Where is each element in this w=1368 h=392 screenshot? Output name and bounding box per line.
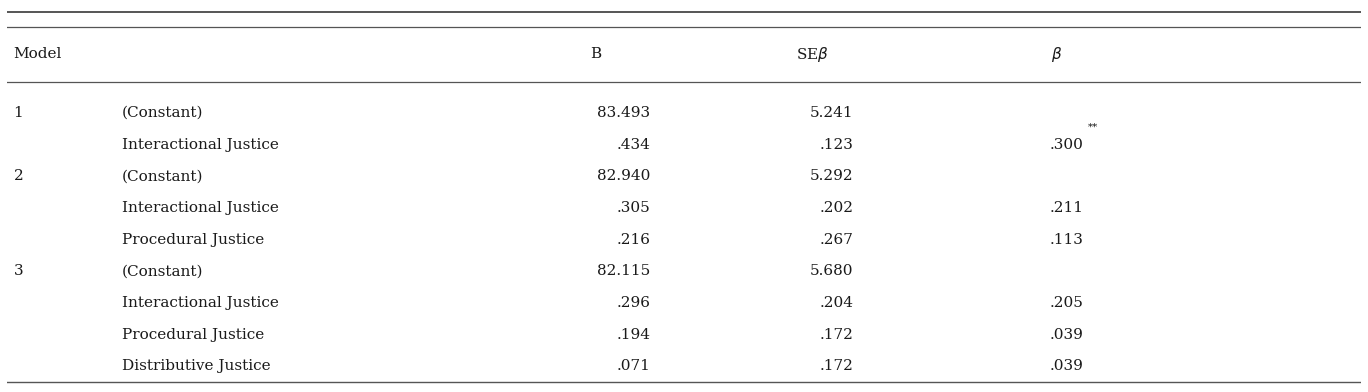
Text: **: ** [1088, 123, 1099, 132]
Text: Interactional Justice: Interactional Justice [122, 296, 279, 310]
Text: 5.680: 5.680 [810, 264, 854, 278]
Text: .123: .123 [819, 138, 854, 152]
Text: .211: .211 [1049, 201, 1083, 215]
Text: 82.940: 82.940 [596, 169, 650, 183]
Text: (Constant): (Constant) [122, 169, 204, 183]
Text: .113: .113 [1049, 233, 1083, 247]
Text: B: B [591, 47, 602, 62]
Text: .204: .204 [819, 296, 854, 310]
Text: 5.241: 5.241 [810, 106, 854, 120]
Text: Interactional Justice: Interactional Justice [122, 138, 279, 152]
Text: .039: .039 [1049, 328, 1083, 342]
Text: (Constant): (Constant) [122, 264, 204, 278]
Text: .202: .202 [819, 201, 854, 215]
Text: Procedural Justice: Procedural Justice [122, 233, 264, 247]
Text: (Constant): (Constant) [122, 106, 204, 120]
Text: 5.292: 5.292 [810, 169, 854, 183]
Text: .305: .305 [617, 201, 650, 215]
Text: Distributive Justice: Distributive Justice [122, 359, 271, 374]
Text: 82.115: 82.115 [596, 264, 650, 278]
Text: .172: .172 [819, 328, 854, 342]
Text: 1: 1 [14, 106, 23, 120]
Text: .071: .071 [616, 359, 650, 374]
Text: .434: .434 [616, 138, 650, 152]
Text: 2: 2 [14, 169, 23, 183]
Text: .267: .267 [819, 233, 854, 247]
Text: 3: 3 [14, 264, 23, 278]
Text: .296: .296 [616, 296, 650, 310]
Text: .039: .039 [1049, 359, 1083, 374]
Text: 83.493: 83.493 [596, 106, 650, 120]
Text: .172: .172 [819, 359, 854, 374]
Text: .300: .300 [1049, 138, 1083, 152]
Text: Procedural Justice: Procedural Justice [122, 328, 264, 342]
Text: .205: .205 [1049, 296, 1083, 310]
Text: .194: .194 [616, 328, 650, 342]
Text: Interactional Justice: Interactional Justice [122, 201, 279, 215]
Text: .216: .216 [616, 233, 650, 247]
Text: SE$\beta$: SE$\beta$ [796, 45, 829, 64]
Text: Model: Model [14, 47, 62, 62]
Text: $\beta$: $\beta$ [1051, 45, 1062, 64]
